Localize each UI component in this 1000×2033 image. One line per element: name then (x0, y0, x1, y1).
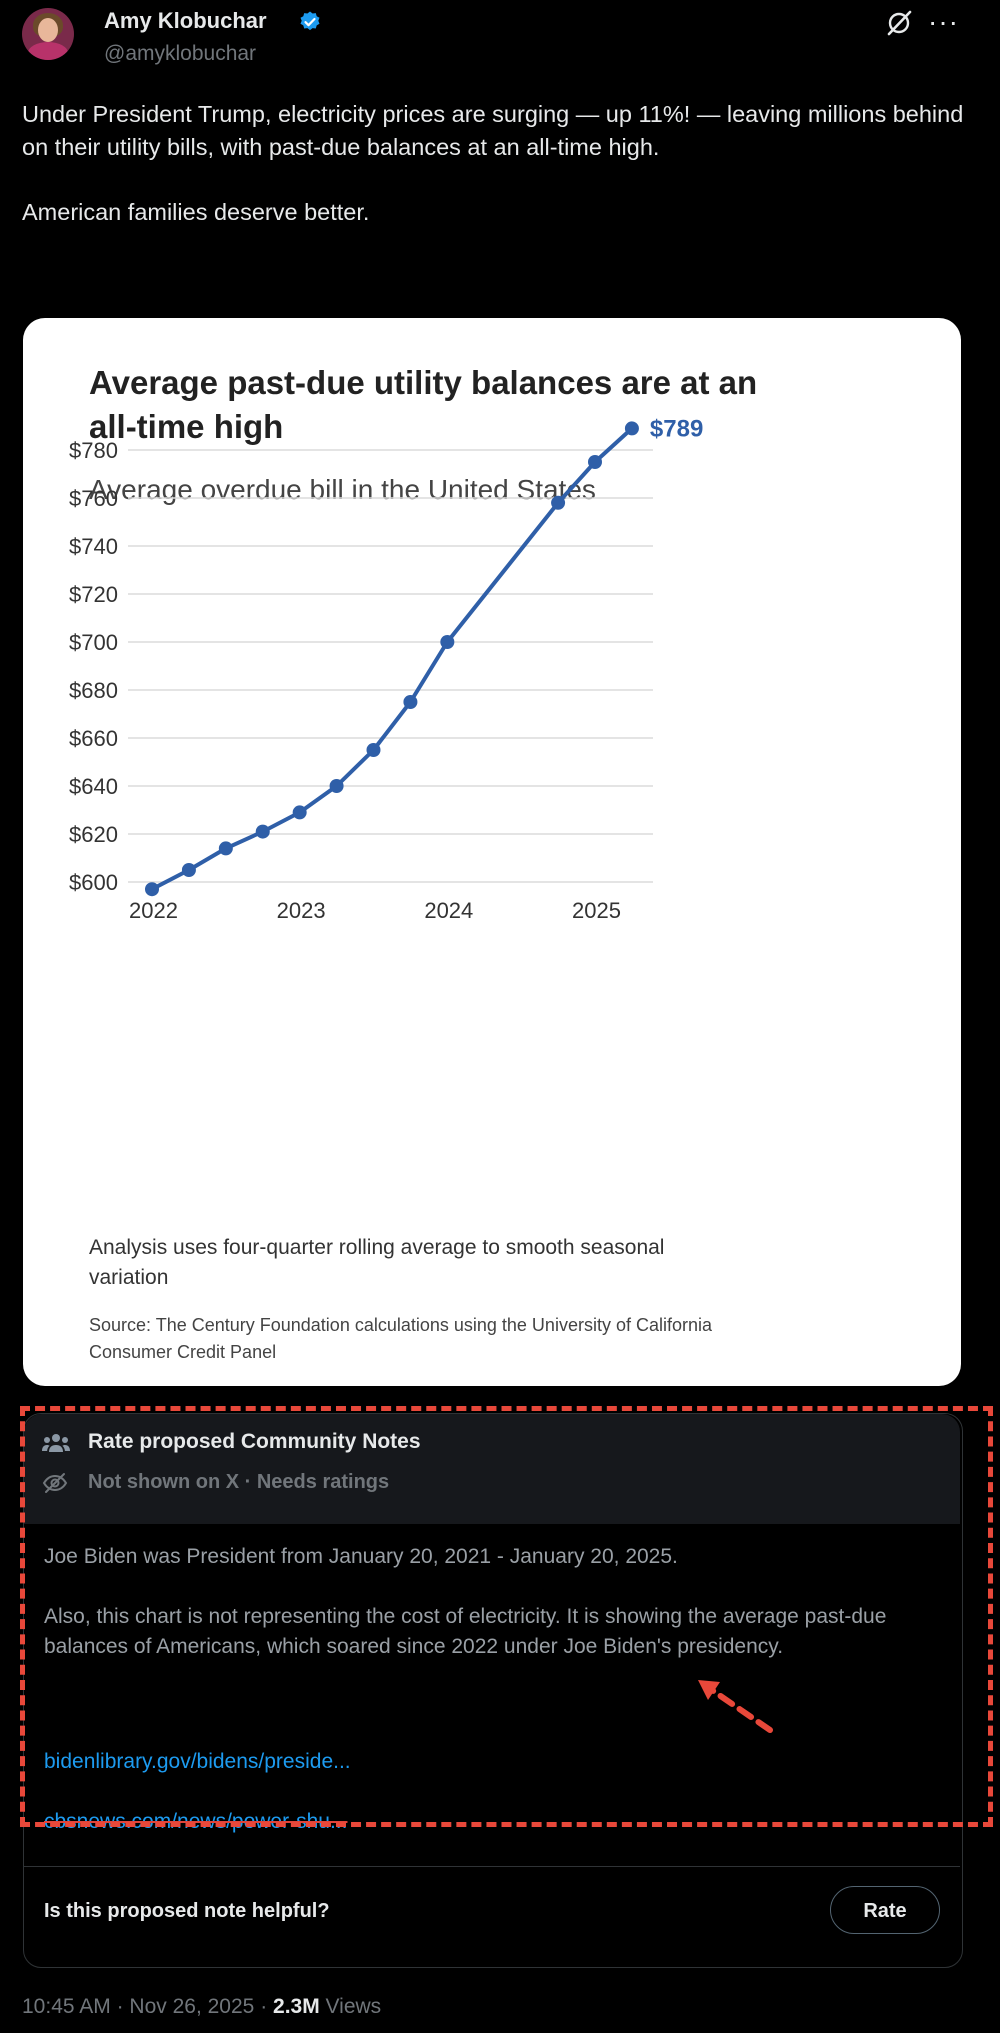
y-tick-label: $720 (69, 582, 118, 607)
community-note-status: Not shown on X · Needs ratings (88, 1471, 390, 1493)
series-line (151, 426, 634, 891)
chart-title-line: all-time high (89, 408, 283, 445)
data-point (366, 743, 381, 757)
rate-button[interactable]: Rate (830, 1886, 940, 1934)
chart-title-line: Average past-due utility balances are at… (89, 364, 757, 401)
author-handle[interactable]: @amyklobuchar (104, 42, 257, 65)
chart-source-line: Source: The Century Foundation calculati… (89, 1315, 713, 1335)
y-tick-label: $780 (69, 438, 118, 463)
y-tick-label: $620 (69, 822, 118, 847)
grok-icon[interactable] (884, 8, 914, 38)
post-text: Under President Trump, electricity price… (22, 98, 972, 261)
author-name[interactable]: Amy Klobuchar (104, 8, 267, 33)
people-icon (42, 1434, 70, 1452)
x-tick-label: 2025 (572, 898, 621, 923)
post-paragraph: Under President Trump, electricity price… (22, 101, 964, 160)
community-note-body: Joe Biden was President from January 20,… (44, 1542, 944, 1692)
eye-slash-icon (42, 1473, 68, 1493)
community-note-paragraph: Also, this chart is not representing the… (44, 1605, 887, 1658)
y-tick-label: $700 (69, 630, 118, 655)
post-paragraph: American families deserve better. (22, 199, 370, 225)
chart-source-line: Consumer Credit Panel (89, 1342, 276, 1362)
y-tick-label: $740 (69, 534, 118, 559)
data-point (551, 495, 566, 510)
highlight-box (20, 1406, 993, 1827)
x-tick-label: 2023 (277, 898, 326, 923)
verified-badge-icon (300, 11, 320, 31)
y-tick-label: $660 (69, 726, 118, 751)
chart-note-line: variation (89, 1266, 168, 1289)
chart-subtitle: Average overdue bill in the United State… (89, 474, 596, 505)
avatar[interactable] (22, 8, 74, 60)
community-note-title[interactable]: Rate proposed Community Notes (88, 1430, 421, 1453)
line-chart: Average past-due utility balances are at… (69, 364, 757, 1362)
y-tick-label: $640 (69, 774, 118, 799)
community-note-paragraph: Joe Biden was President from January 20,… (44, 1545, 678, 1568)
divider (24, 1866, 960, 1867)
more-options-icon[interactable]: ··· (928, 6, 959, 37)
annotation-arrow-icon (698, 1680, 773, 1733)
data-point (255, 824, 270, 839)
data-point (440, 635, 455, 649)
data-point (181, 863, 196, 877)
views-count: 2.3M (273, 1995, 320, 2018)
source-link[interactable]: cbsnews.com/news/power-shu... (44, 1810, 348, 1833)
data-point (588, 455, 602, 469)
data-point (329, 779, 344, 793)
data-point (292, 805, 307, 820)
views-label: Views (325, 1995, 382, 2018)
chart-note-line: Analysis uses four-quarter rolling avera… (89, 1236, 664, 1259)
data-point (145, 882, 159, 897)
chart-image[interactable]: Average past-due utility balances are at… (23, 318, 961, 1386)
post-time[interactable]: 10:45 AM (22, 1995, 111, 2018)
y-tick-label: $600 (69, 870, 118, 895)
post-date[interactable]: Nov 26, 2025 (129, 1995, 255, 2018)
data-point (403, 695, 418, 709)
community-note-header (24, 1414, 960, 1524)
x-tick-label: 2024 (424, 898, 473, 923)
x-tick-label: 2022 (129, 898, 178, 923)
data-point (624, 421, 639, 436)
y-tick-label: $680 (69, 678, 118, 703)
post-meta: 10:45 AM · Nov 26, 2025 · 2.3M Views (22, 1995, 382, 2018)
end-value-label: $789 (650, 415, 703, 442)
helpful-question: Is this proposed note helpful? (44, 1900, 330, 1922)
source-link[interactable]: bidenlibrary.gov/bidens/preside... (44, 1750, 351, 1773)
data-point (218, 841, 233, 856)
y-tick-label: $760 (69, 486, 118, 511)
